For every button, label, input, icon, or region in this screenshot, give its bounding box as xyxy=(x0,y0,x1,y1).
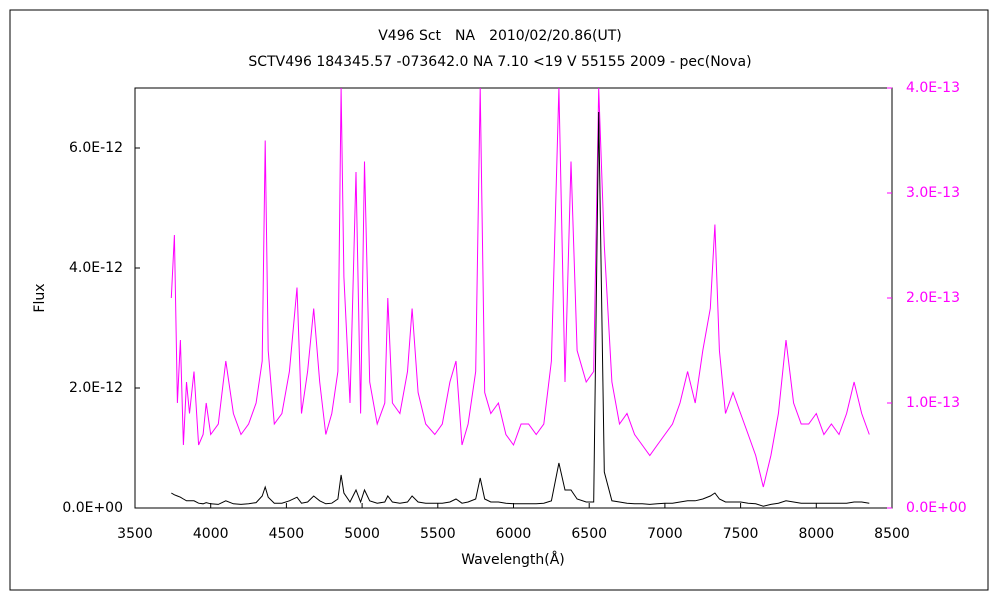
y2-tick-label: 2.0E-13 xyxy=(906,290,960,306)
spectrum-line xyxy=(171,111,870,507)
x-tick-label: 7500 xyxy=(723,526,759,542)
x-tick-label: 4000 xyxy=(193,526,229,542)
x-axis-label: Wavelength(Å) xyxy=(461,551,565,568)
x-tick-label: 4500 xyxy=(269,526,305,542)
x-tick-label: 5500 xyxy=(420,526,456,542)
spectrum-line xyxy=(170,88,870,488)
chart-subtitle: SCTV496 184345.57 -073642.0 NA 7.10 <19 … xyxy=(248,54,751,70)
y2-tick-label: 3.0E-13 xyxy=(906,185,960,201)
y2-tick-label: 1.0E-13 xyxy=(906,395,960,411)
y-axis-label: Flux xyxy=(32,283,48,312)
y-tick-label: 0.0E+00 xyxy=(62,500,123,516)
x-tick-label: 6000 xyxy=(496,526,532,542)
y-tick-label: 6.0E-12 xyxy=(69,140,123,156)
x-tick-label: 7000 xyxy=(647,526,683,542)
y2-tick-label: 0.0E+00 xyxy=(906,500,967,516)
x-tick-label: 6500 xyxy=(571,526,607,542)
chart-title: V496 Sct NA 2010/02/20.86(UT) xyxy=(378,28,622,44)
y-tick-label: 2.0E-12 xyxy=(69,380,123,396)
x-tick-label: 5000 xyxy=(344,526,380,542)
y-tick-label: 4.0E-12 xyxy=(69,260,123,276)
y2-tick-label: 4.0E-13 xyxy=(906,80,960,96)
x-tick-label: 8000 xyxy=(798,526,834,542)
x-tick-label: 3500 xyxy=(117,526,153,542)
x-tick-label: 8500 xyxy=(874,526,910,542)
frame xyxy=(9,9,989,591)
